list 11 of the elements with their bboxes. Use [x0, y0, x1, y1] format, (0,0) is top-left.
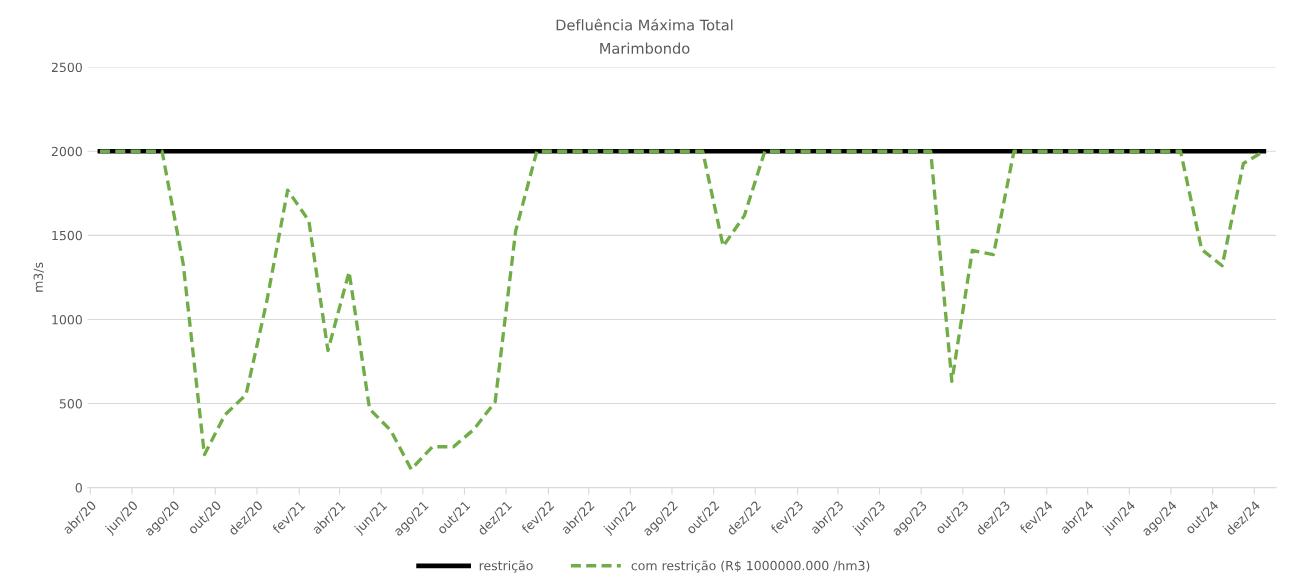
chart-title: Defluência Máxima Total [556, 18, 733, 31]
y-tick-label: 500 [59, 399, 82, 409]
legend-label: com restrição (R$ 1000000.000 /hm3) [631, 560, 870, 573]
y-tick-label: 2500 [51, 62, 82, 73]
y-tick-label: 1000 [52, 314, 82, 325]
y-tick-label: 1500 [52, 230, 82, 241]
y-tick-label: 2000 [51, 146, 82, 157]
y-axis-title: m3/s [33, 262, 44, 292]
legend-label: restrição [479, 560, 533, 573]
chart-subtitle: Marimbondo [600, 42, 690, 54]
y-tick-label: 0 [75, 483, 82, 493]
